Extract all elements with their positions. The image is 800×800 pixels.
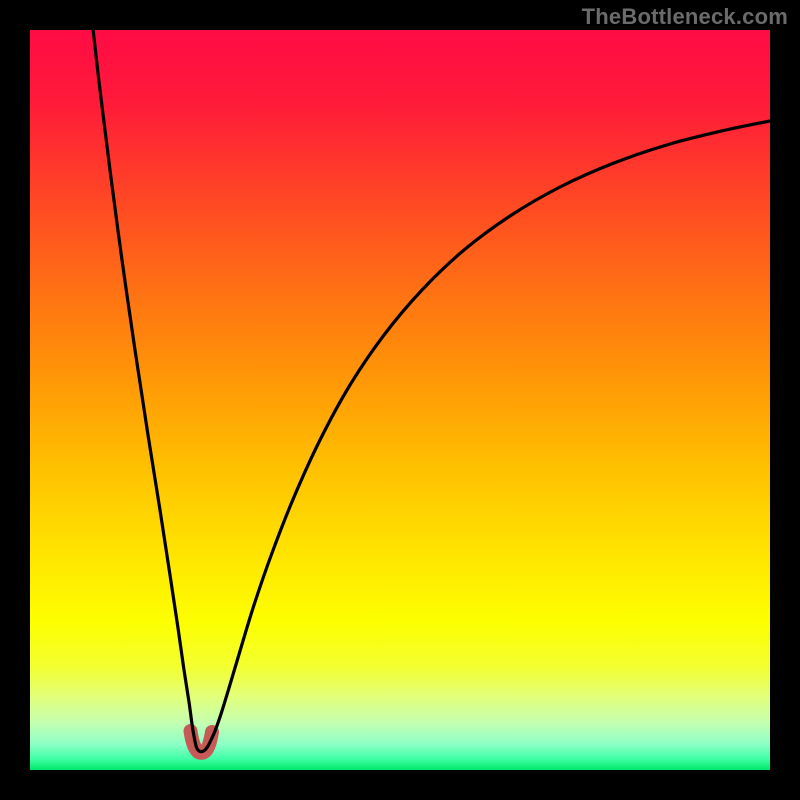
bottleneck-curve [92,30,770,752]
watermark-text: TheBottleneck.com [582,4,788,30]
plot-area [30,30,770,770]
curve-svg [30,30,770,770]
